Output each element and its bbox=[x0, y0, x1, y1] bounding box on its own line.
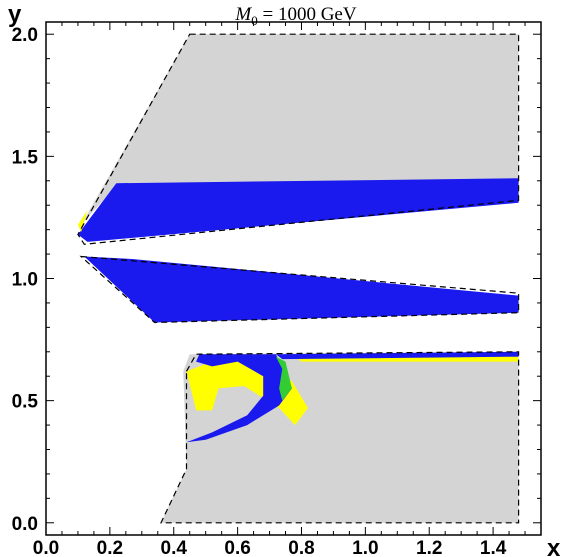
middle-boundary bbox=[79, 255, 520, 324]
upper-gray-region bbox=[81, 34, 519, 225]
x-tick-label: 0.6 bbox=[224, 538, 250, 557]
y-tick-label: 0.5 bbox=[12, 392, 39, 413]
boundaries bbox=[77, 33, 520, 524]
x-tick-label: 0.8 bbox=[288, 538, 314, 557]
x-tick-label: 0.2 bbox=[97, 538, 123, 557]
y-axis-label: y bbox=[8, 1, 22, 28]
regions bbox=[77, 34, 519, 523]
y-tick-label: 1.0 bbox=[12, 270, 38, 291]
upper-blue-band bbox=[77, 178, 519, 242]
middle-blue-band bbox=[84, 256, 519, 323]
lower-gray-region bbox=[161, 351, 519, 523]
lower-boundary bbox=[160, 351, 520, 524]
lower-green-arc bbox=[275, 356, 292, 401]
ticks bbox=[45, 22, 542, 535]
x-tick-label: 1.4 bbox=[480, 538, 507, 557]
lower-blue-crescent bbox=[186, 354, 292, 443]
y-tick-label: 2.0 bbox=[12, 25, 38, 46]
tick-labels: 0.0 0.2 0.4 0.6 0.8 1.0 1.2 1.4 0.0 0.5 1.0 1.5 2.0 bbox=[12, 25, 507, 557]
x-tick-label: 0.0 bbox=[33, 538, 59, 557]
x-tick-label: 1.2 bbox=[416, 538, 442, 557]
x-tick-label: 0.4 bbox=[161, 538, 188, 557]
x-axis-label: x bbox=[547, 535, 561, 557]
y-tick-label: 0.0 bbox=[12, 514, 38, 535]
upper-yellow-edge bbox=[77, 210, 88, 233]
y-tick-label: 1.5 bbox=[12, 147, 39, 168]
x-tick-label: 1.0 bbox=[352, 538, 378, 557]
chart-title: M0 = 1000 GeV bbox=[234, 4, 356, 28]
upper-boundary bbox=[77, 33, 520, 245]
